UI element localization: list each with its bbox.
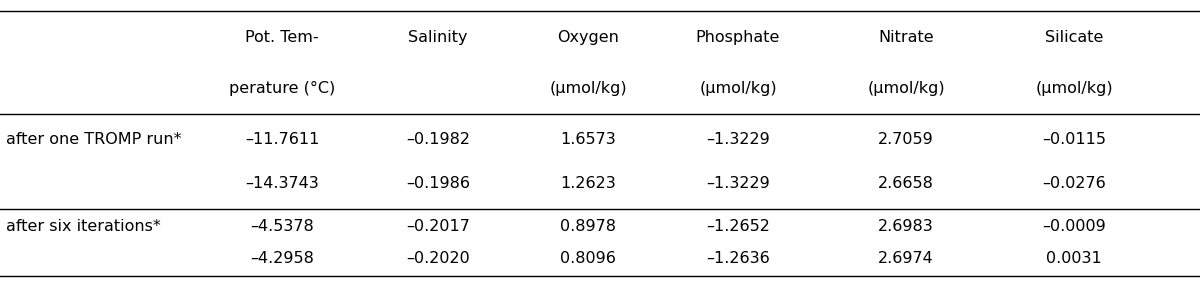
Text: (μmol/kg): (μmol/kg)	[700, 81, 776, 96]
Text: Nitrate: Nitrate	[878, 30, 934, 45]
Text: –0.1986: –0.1986	[406, 176, 470, 191]
Text: 2.6983: 2.6983	[878, 219, 934, 234]
Text: Pot. Tem-: Pot. Tem-	[245, 30, 319, 45]
Text: 2.7059: 2.7059	[878, 132, 934, 147]
Text: Silicate: Silicate	[1045, 30, 1103, 45]
Text: Phosphate: Phosphate	[696, 30, 780, 45]
Text: –0.2020: –0.2020	[406, 251, 470, 266]
Text: (μmol/kg): (μmol/kg)	[868, 81, 944, 96]
Text: –0.0009: –0.0009	[1042, 219, 1106, 234]
Text: after six iterations*: after six iterations*	[6, 219, 161, 234]
Text: Oxygen: Oxygen	[557, 30, 619, 45]
Text: –0.0115: –0.0115	[1042, 132, 1106, 147]
Text: 2.6658: 2.6658	[878, 176, 934, 191]
Text: (μmol/kg): (μmol/kg)	[1036, 81, 1112, 96]
Text: –1.3229: –1.3229	[706, 132, 770, 147]
Text: –0.0276: –0.0276	[1042, 176, 1106, 191]
Text: 0.8978: 0.8978	[560, 219, 616, 234]
Text: –14.3743: –14.3743	[245, 176, 319, 191]
Text: –4.2958: –4.2958	[250, 251, 314, 266]
Text: perature (°C): perature (°C)	[229, 81, 335, 96]
Text: –11.7611: –11.7611	[245, 132, 319, 147]
Text: –1.3229: –1.3229	[706, 176, 770, 191]
Text: –1.2652: –1.2652	[706, 219, 770, 234]
Text: 2.6974: 2.6974	[878, 251, 934, 266]
Text: 1.6573: 1.6573	[560, 132, 616, 147]
Text: after one TROMP run*: after one TROMP run*	[6, 132, 181, 147]
Text: –0.1982: –0.1982	[406, 132, 470, 147]
Text: 1.2623: 1.2623	[560, 176, 616, 191]
Text: (μmol/kg): (μmol/kg)	[550, 81, 626, 96]
Text: –1.2636: –1.2636	[706, 251, 770, 266]
Text: Salinity: Salinity	[408, 30, 468, 45]
Text: –4.5378: –4.5378	[250, 219, 314, 234]
Text: –0.2017: –0.2017	[406, 219, 470, 234]
Text: 0.8096: 0.8096	[560, 251, 616, 266]
Text: 0.0031: 0.0031	[1046, 251, 1102, 266]
